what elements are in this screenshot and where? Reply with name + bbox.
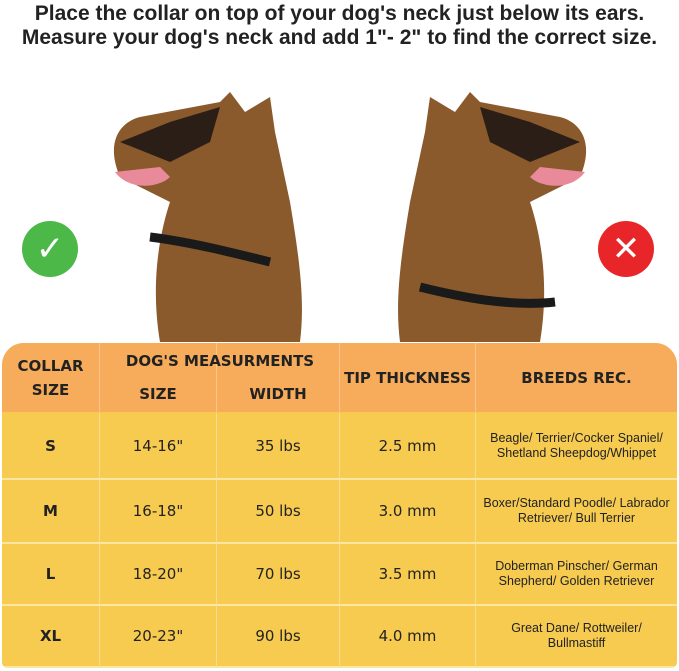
header-collar-size: COLLAR SIZE [2,343,100,412]
tip-thickness-cell: 2.5 mm [340,413,476,480]
header-breeds: BREEDS REC. [476,343,677,412]
collar-size-cell: XL [2,606,100,668]
collar-size-cell: L [2,544,100,606]
x-circle-icon: ✕ [598,221,654,277]
collar-size-cell: S [2,413,100,480]
check-circle-icon: ✓ [22,221,78,277]
table-row: XL 20-23" 90 lbs 4.0 mm Great Dane/ Rottweil… [2,606,677,668]
neck-size-cell: 14-16" [100,413,217,480]
collar-size-cell: M [2,480,100,544]
dog-incorrect-collar-image [398,92,587,342]
breeds-cell: Great Dane/ Rottweiler/ Bullmastiff [476,606,677,668]
table-row: S 14-16" 35 lbs 2.5 mm Beagle/ Terrier/Cocke… [2,413,677,480]
dog-correct-collar-image [113,92,302,342]
breeds-cell: Beagle/ Terrier/Cocker Spaniel/ Shetland… [476,413,677,480]
weight-cell: 35 lbs [217,413,340,480]
neck-size-cell: 20-23" [100,606,217,668]
tip-thickness-cell: 3.5 mm [340,544,476,606]
breeds-cell: Doberman Pinscher/ German Shepherd/ Gold… [476,544,677,606]
weight-cell: 50 lbs [217,480,340,544]
neck-size-cell: 18-20" [100,544,217,606]
neck-size-cell: 16-18" [100,480,217,544]
weight-cell: 70 lbs [217,544,340,606]
tip-thickness-cell: 4.0 mm [340,606,476,668]
header-size: SIZE [100,343,217,412]
table-header: COLLAR SIZE DOG'S MEASURMENTS SIZE WIDTH… [2,343,677,412]
tip-thickness-cell: 3.0 mm [340,480,476,544]
instructions-title: Place the collar on top of your dog's ne… [21,2,658,49]
table-row: L 18-20" 70 lbs 3.5 mm Doberman Pinscher/ Ge… [2,544,677,606]
header-tip-thickness: TIP THICKNESS [340,343,476,412]
header-measurements: DOG'S MEASURMENTS [125,352,315,370]
table-row: M 16-18" 50 lbs 3.0 mm Boxer/Standard Poodle… [2,480,677,544]
size-chart-table: COLLAR SIZE DOG'S MEASURMENTS SIZE WIDTH… [2,343,677,668]
header-width: WIDTH [217,343,340,412]
weight-cell: 90 lbs [217,606,340,668]
breeds-cell: Boxer/Standard Poodle/ Labrador Retrieve… [476,480,677,544]
